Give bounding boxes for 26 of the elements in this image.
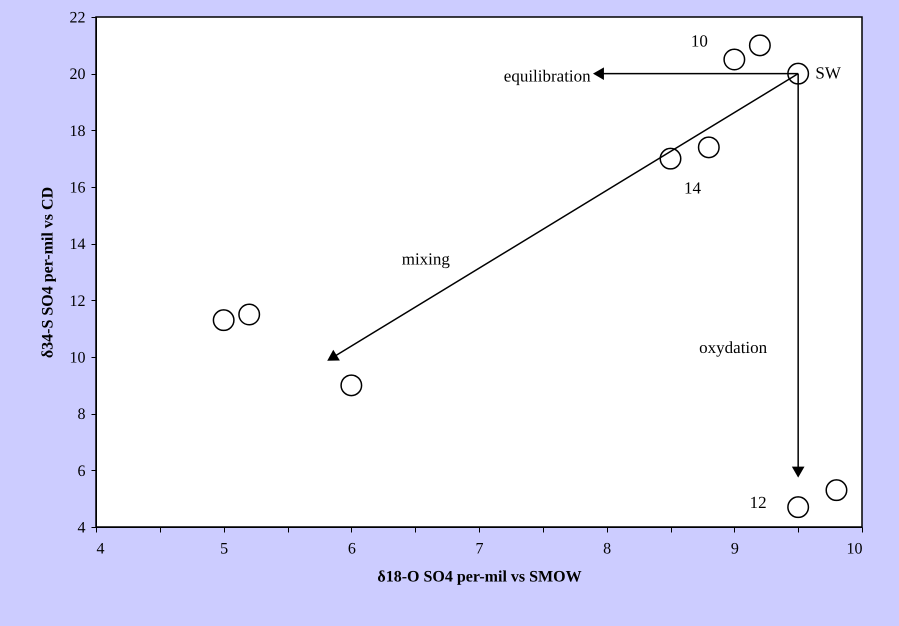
series-label: mixing — [402, 249, 450, 268]
y-tick-label: 20 — [70, 66, 86, 84]
series-label: 14 — [684, 178, 702, 198]
series-label: 12 — [750, 493, 767, 512]
series-label: oxydation — [699, 338, 768, 357]
x-tick-label: 8 — [603, 540, 612, 558]
y-tick-label: 6 — [78, 462, 86, 480]
x-tick-label: 7 — [476, 540, 484, 558]
y-tick-label: 16 — [70, 180, 86, 196]
y-axis-title: δ34-S SO4 per-mil vs CD — [40, 186, 56, 358]
y-tick-label: 4 — [78, 520, 86, 536]
x-tick-label: 9 — [730, 540, 739, 558]
y-tick-label: 22 — [70, 10, 86, 26]
y-tick-label: 18 — [70, 122, 86, 140]
y-tick-label: 12 — [70, 292, 86, 310]
y-tick-label: 8 — [78, 406, 86, 424]
x-tick-label: 6 — [348, 540, 356, 558]
x-tick-label: 4 — [96, 540, 104, 558]
y-tick-label: 14 — [70, 236, 86, 254]
series-label: SW — [815, 64, 842, 83]
x-tick-label: 5 — [220, 540, 228, 558]
x-axis-title: δ18-O SO4 per-mil vs SMOW — [377, 568, 582, 586]
series-label: 10 — [690, 32, 708, 50]
x-tick-label: 10 — [846, 540, 862, 558]
y-tick-label: 10 — [70, 350, 86, 366]
series-label: equilibration — [504, 66, 592, 86]
